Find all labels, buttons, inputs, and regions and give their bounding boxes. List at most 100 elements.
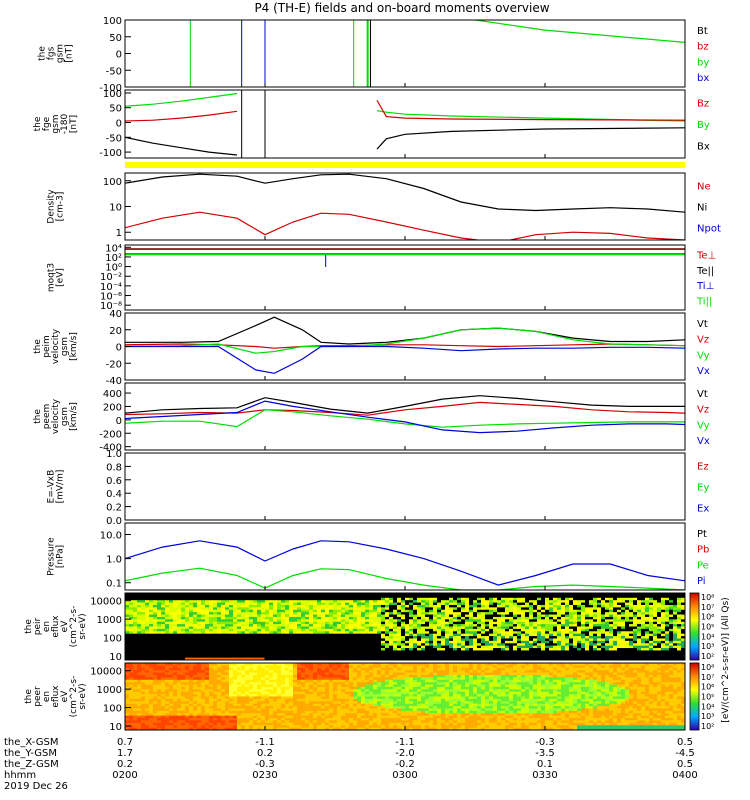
heatmap-cell	[145, 703, 150, 707]
heatmap-cell	[189, 677, 194, 681]
heatmap-cell	[681, 636, 685, 639]
heatmap-cell	[449, 600, 454, 603]
heatmap-cell	[185, 715, 190, 719]
heatmap-cell	[377, 633, 382, 637]
heatmap-cell	[561, 628, 566, 632]
heatmap-cell	[329, 609, 334, 613]
heatmap-cell	[477, 621, 482, 625]
heatmap-cell	[305, 648, 310, 651]
heatmap-cell	[297, 628, 302, 632]
heatmap-cell	[493, 621, 498, 625]
heatmap-cell	[425, 597, 430, 601]
heatmap-cell	[213, 691, 218, 695]
heatmap-cell	[205, 595, 210, 599]
heatmap-cell	[533, 633, 538, 637]
heatmap-cell	[541, 652, 546, 656]
heatmap-cell	[613, 643, 618, 647]
heatmap-cell	[393, 609, 398, 613]
legend-label: Ti||	[696, 296, 712, 307]
heatmap-cell	[149, 706, 154, 709]
heatmap-cell	[137, 609, 142, 613]
heatmap-cell	[429, 597, 434, 601]
heatmap-cell	[217, 614, 222, 618]
heatmap-cell	[529, 624, 534, 627]
heatmap-cell	[417, 636, 422, 639]
heatmap-cell	[321, 655, 326, 659]
y-tick-label: -200	[99, 429, 122, 440]
heatmap-cell	[565, 645, 570, 649]
heatmap-cell	[185, 722, 190, 726]
heatmap-cell	[389, 616, 394, 620]
heatmap-cell	[365, 604, 370, 608]
heatmap-cell	[509, 604, 514, 608]
heatmap-cell	[181, 706, 186, 709]
heatmap-cell	[357, 600, 362, 603]
heatmap-cell	[249, 633, 254, 637]
heatmap-cell	[497, 645, 502, 649]
heatmap-cell	[125, 595, 130, 599]
heatmap-cell	[213, 698, 218, 702]
heatmap-cell	[569, 650, 574, 654]
heatmap-cell	[433, 636, 438, 639]
heatmap-cell	[209, 655, 214, 659]
heatmap-cell	[501, 636, 506, 639]
heatmap-cell	[289, 619, 294, 623]
y-tick-label: 10	[109, 203, 122, 214]
heatmap-cell	[417, 609, 422, 613]
heatmap-cell	[293, 593, 298, 596]
heatmap-cell	[337, 655, 342, 659]
heatmap-cell	[573, 624, 578, 627]
heatmap-cell	[157, 727, 162, 730]
plot-area	[125, 593, 685, 660]
heatmap-cell	[681, 645, 685, 649]
heatmap-cell	[381, 616, 386, 620]
heatmap-cell	[341, 595, 346, 599]
heatmap-cell	[577, 648, 582, 651]
heatmap-cell	[501, 645, 506, 649]
heatmap-cell	[217, 725, 222, 729]
heatmap-cell	[401, 636, 406, 639]
heatmap-cell	[413, 619, 418, 623]
heatmap-cell	[145, 633, 150, 637]
heatmap-cell	[333, 619, 338, 623]
heatmap-cell	[521, 626, 526, 630]
heatmap-cell	[161, 593, 166, 596]
heatmap-cell	[201, 600, 206, 603]
heatmap-cell	[217, 679, 222, 683]
heatmap-cell	[141, 727, 146, 730]
heatmap-cell	[209, 677, 214, 681]
heatmap-cell	[485, 604, 490, 608]
panel-frame	[124, 452, 686, 521]
heatmap-cell	[513, 619, 518, 623]
heatmap-cell	[321, 638, 326, 642]
heatmap-cell	[169, 633, 174, 637]
heatmap-cell	[309, 619, 314, 623]
heatmap-cell	[457, 636, 462, 639]
heatmap-cell	[517, 631, 522, 635]
heatmap-cell	[209, 696, 214, 700]
heatmap-cell	[665, 607, 670, 611]
heatmap-cell	[273, 650, 278, 654]
heatmap-cell	[549, 597, 554, 601]
heatmap-cell	[405, 614, 410, 618]
heatmap-cell	[533, 619, 538, 623]
heatmap-cell	[237, 684, 242, 688]
heatmap-cell	[133, 682, 138, 685]
heatmap-cell	[637, 604, 642, 608]
heatmap-cell	[193, 715, 198, 719]
heatmap-cell	[561, 643, 566, 647]
heatmap-cell	[405, 597, 410, 601]
heatmap-cell	[573, 633, 578, 637]
heatmap-cell	[549, 657, 554, 660]
heatmap-cell	[589, 650, 594, 654]
heatmap-cell	[469, 636, 474, 639]
heatmap-cell	[625, 624, 630, 627]
heatmap-cell	[153, 607, 158, 611]
heatmap-cell	[205, 648, 210, 651]
heatmap-cell	[613, 638, 618, 642]
heatmap-cell	[549, 600, 554, 603]
heatmap-cell	[165, 725, 170, 729]
heatmap-cell	[677, 621, 682, 625]
heatmap-cell	[385, 633, 390, 637]
heatmap-cell	[445, 607, 450, 611]
